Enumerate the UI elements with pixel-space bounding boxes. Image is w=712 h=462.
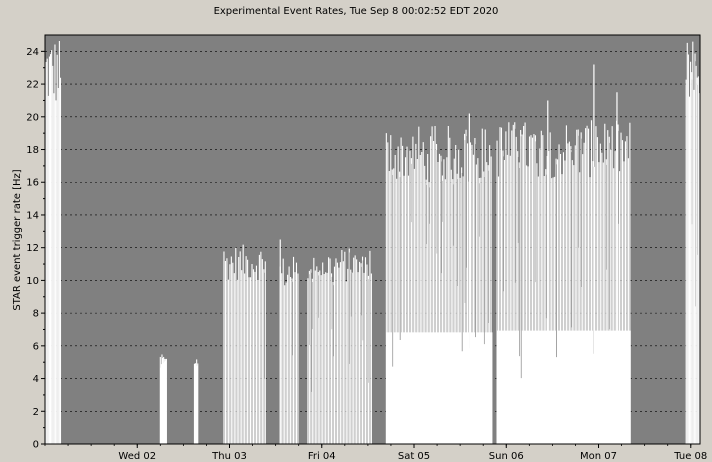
- y-tick-label: 12: [26, 243, 39, 254]
- y-tick-label: 10: [26, 276, 39, 287]
- y-tick-label: 20: [26, 112, 39, 123]
- x-axis: Wed 02 Thu 03 Fri 04 Sat 05 Sun 06 Mon 07 Tue …: [44, 444, 707, 462]
- x-tick-label: Mon 07: [580, 451, 617, 462]
- y-tick-label: 14: [26, 210, 39, 221]
- y-tick-label: 16: [26, 178, 39, 189]
- x-tick-label: Sun 06: [489, 451, 524, 462]
- x-tick-label: Fri 04: [308, 451, 336, 462]
- chart-title: Experimental Event Rates, Tue Sep 8 00:0…: [214, 6, 499, 17]
- x-tick-label: Tue 08: [673, 451, 707, 462]
- y-tick-label: 8: [33, 309, 39, 320]
- y-tick-label: 0: [33, 440, 39, 451]
- rate-bars: [44, 40, 700, 444]
- y-tick-label: 22: [26, 80, 39, 91]
- y-tick-label: 24: [26, 47, 39, 58]
- plot-frame: [44, 34, 701, 445]
- y-axis-title: STAR event trigger rate [Hz]: [12, 169, 23, 310]
- x-tick-label: Sat 05: [398, 451, 430, 462]
- x-tick-label: Thu 03: [211, 451, 247, 462]
- y-tick-label: 18: [26, 145, 39, 156]
- y-tick-label: 4: [33, 374, 39, 385]
- y-tick-label: 2: [33, 407, 39, 418]
- y-tick-label: 6: [33, 341, 39, 352]
- x-tick-label: Wed 02: [118, 451, 156, 462]
